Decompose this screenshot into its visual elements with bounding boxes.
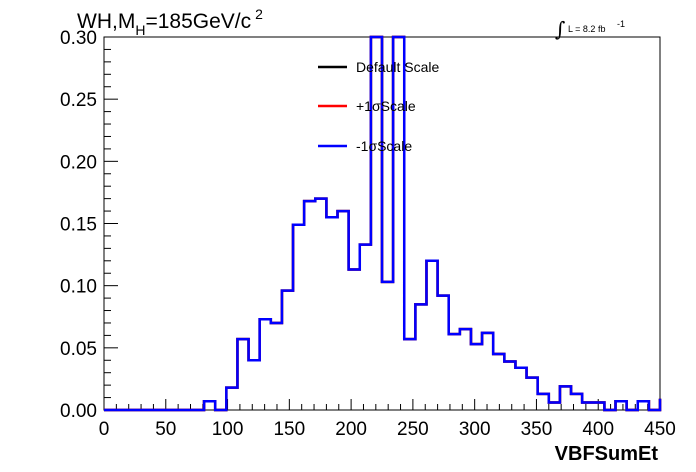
y-tick-label: 0.20 [60,152,97,173]
y-tick-labels: 0.00 0.05 0.10 0.15 0.20 0.25 0.30 [60,28,97,422]
legend-label-default: Default Scale [356,59,439,75]
x-axis-label: VBFSumEt [555,443,659,465]
x-tick-label: 300 [459,419,491,440]
integral-sign: ∫ [555,17,565,41]
y-tick-label: 0.15 [60,215,97,236]
y-tick-label: 0.30 [60,28,97,49]
legend-label-plus-sigma: +1σScale [356,98,416,114]
x-tick-label: 350 [521,419,553,440]
x-tick-label: 200 [335,419,367,440]
legend-label-minus-sigma: -1σScale [356,138,412,154]
axis-ticks [103,36,661,411]
lumi-label: L = 8.2 fb [568,24,605,34]
x-tick-label: 400 [582,419,614,440]
y-tick-label: 0.05 [60,339,97,360]
y-tick-label: 0.10 [60,277,97,298]
title-superscript: 2 [255,6,263,22]
x-tick-label: 450 [644,419,676,440]
x-tick-labels: 0 50 100 150 200 250 300 350 400 450 [99,419,676,440]
x-tick-label: 0 [99,419,110,440]
x-tick-label: 150 [273,419,305,440]
chart-title: WH,MH=185GeV/c 2 [77,6,263,38]
title-subscript: H [135,22,145,38]
y-tick-label: 0.00 [60,401,97,422]
title-tail: =185GeV/c [145,10,251,33]
x-tick-label: 100 [212,419,244,440]
lumi-superscript: -1 [617,19,625,29]
x-tick-label: 50 [155,419,176,440]
series-minus-one-sigma-scale [104,35,662,412]
legend: Default Scale +1σScale -1σScale [318,59,439,154]
y-tick-label: 0.25 [60,90,97,111]
title-main: WH,M [77,10,135,33]
x-tick-label: 250 [397,419,429,440]
